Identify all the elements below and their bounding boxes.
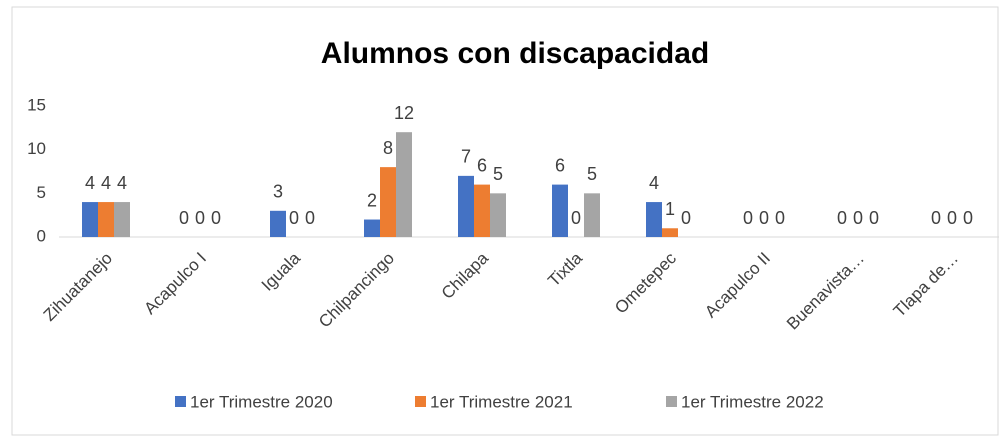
- data-label: 3: [273, 182, 283, 202]
- legend-swatch: [666, 396, 677, 407]
- bar: [114, 202, 130, 237]
- data-label: 0: [775, 208, 785, 228]
- bar: [98, 202, 114, 237]
- data-label: 0: [211, 208, 221, 228]
- data-label: 12: [394, 103, 414, 123]
- data-label: 6: [555, 155, 565, 175]
- data-label: 4: [649, 173, 659, 193]
- data-label: 0: [869, 208, 879, 228]
- data-label: 4: [85, 173, 95, 193]
- bar: [474, 184, 490, 237]
- legend-swatch: [175, 396, 186, 407]
- data-label: 0: [853, 208, 863, 228]
- legend-swatch: [415, 396, 426, 407]
- data-label: 0: [179, 208, 189, 228]
- data-label: 4: [117, 173, 127, 193]
- y-tick-label: 10: [27, 139, 46, 158]
- bar: [82, 202, 98, 237]
- bar: [490, 193, 506, 237]
- data-label: 0: [305, 208, 315, 228]
- bar: [364, 219, 380, 237]
- data-label: 0: [681, 208, 691, 228]
- bar: [552, 184, 568, 237]
- legend-label: 1er Trimestre 2022: [681, 392, 824, 411]
- chart-title: Alumnos con discapacidad: [321, 37, 709, 70]
- data-label: 0: [743, 208, 753, 228]
- data-label: 0: [759, 208, 769, 228]
- data-label: 2: [367, 190, 377, 210]
- data-label: 5: [587, 164, 597, 184]
- data-label: 1: [665, 199, 675, 219]
- data-label: 0: [963, 208, 973, 228]
- data-label: 0: [289, 208, 299, 228]
- data-label: 8: [383, 138, 393, 158]
- bar: [662, 228, 678, 237]
- bar: [270, 210, 286, 237]
- y-tick-label: 15: [27, 95, 46, 114]
- data-label: 0: [571, 208, 581, 228]
- data-label: 0: [195, 208, 205, 228]
- bar: [396, 132, 412, 237]
- data-label: 0: [931, 208, 941, 228]
- data-label: 5: [493, 164, 503, 184]
- data-label: 7: [461, 147, 471, 167]
- legend-label: 1er Trimestre 2021: [430, 392, 573, 411]
- data-label: 4: [101, 173, 111, 193]
- data-label: 0: [947, 208, 957, 228]
- y-tick-label: 0: [37, 226, 46, 245]
- bar: [646, 202, 662, 237]
- bar: [380, 167, 396, 237]
- legend-label: 1er Trimestre 2020: [190, 392, 333, 411]
- y-tick-label: 5: [37, 183, 46, 202]
- bar: [584, 193, 600, 237]
- data-label: 6: [477, 155, 487, 175]
- bar: [458, 175, 474, 237]
- data-label: 0: [837, 208, 847, 228]
